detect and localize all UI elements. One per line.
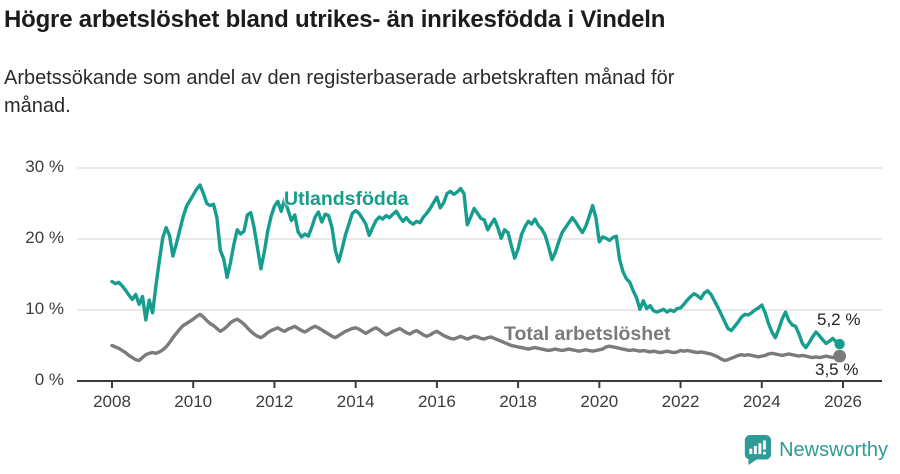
series-end-dot <box>834 338 845 350</box>
y-tick-label: 20 % <box>25 228 64 247</box>
series-line-utlandsfodda <box>110 183 842 350</box>
series-label-total-arbetsloshet: Total arbetslöshet <box>504 323 671 345</box>
x-tick-label: 2026 <box>824 392 862 411</box>
chart-subtitle: Arbetssökande som andel av den registerb… <box>4 67 675 117</box>
x-tick-label: 2008 <box>93 392 131 411</box>
y-tick-label: 30 % <box>25 157 64 176</box>
x-tick-label: 2022 <box>661 392 700 411</box>
y-tick-label: 0 % <box>34 370 64 389</box>
x-tick-label: 2020 <box>580 392 619 411</box>
page-title: Högre arbetslöshet bland utrikes- än inr… <box>4 6 666 33</box>
end-value-label-utlandsfodda: 5,2 % <box>817 310 861 329</box>
x-tick-label: 2018 <box>499 392 538 411</box>
x-tick-label: 2012 <box>255 392 294 411</box>
x-tick-label: 2016 <box>417 392 456 411</box>
y-tick-label: 10 % <box>25 299 64 318</box>
end-value-label-total: 3,5 % <box>815 360 859 379</box>
x-tick-label: 2010 <box>174 392 213 411</box>
x-tick-label: 2014 <box>336 392 375 411</box>
series-line-total <box>110 312 842 363</box>
newsworthy-logo: Newsworthy <box>743 434 888 466</box>
newsworthy-bubble-chart-icon <box>744 435 772 465</box>
series-label-utlandsfodda: Utlandsfödda <box>284 188 409 210</box>
x-tick-label: 2024 <box>742 392 781 411</box>
newsworthy-wordmark: Newsworthy <box>779 438 888 461</box>
